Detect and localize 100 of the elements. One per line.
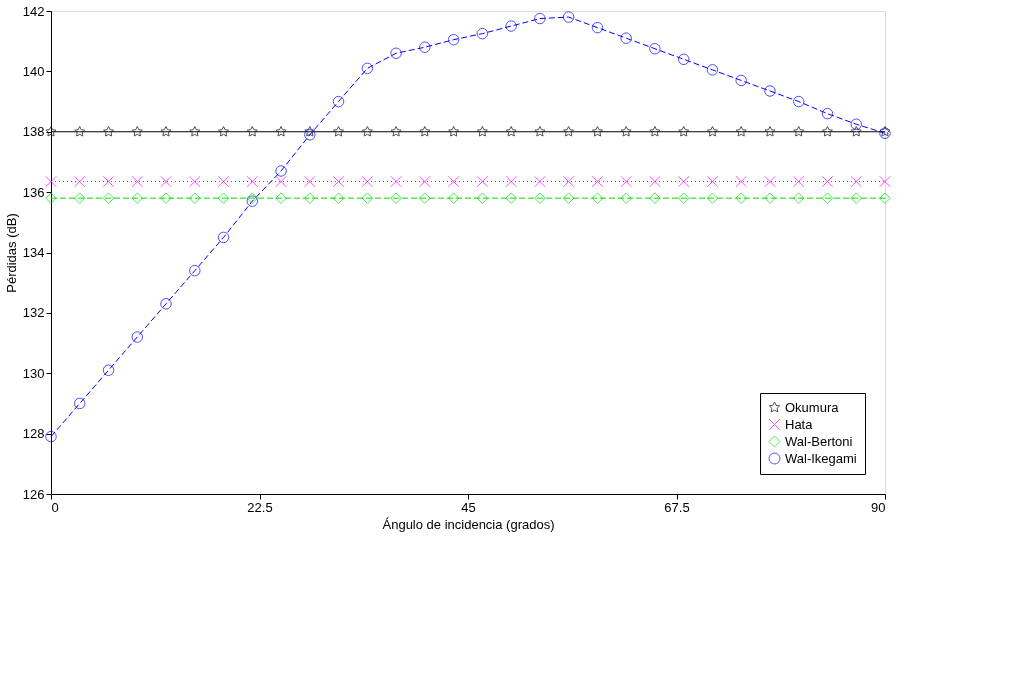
point	[218, 126, 230, 137]
y-tick-label: 136	[22, 184, 45, 200]
point	[447, 175, 460, 188]
point	[591, 175, 604, 188]
point	[419, 175, 431, 188]
point	[275, 192, 287, 204]
point	[764, 126, 776, 137]
y-tick-label: 126	[22, 486, 45, 502]
x-tick-label: 0	[51, 499, 59, 515]
point	[735, 126, 747, 137]
point	[390, 47, 402, 59]
point	[304, 129, 316, 141]
point	[706, 126, 718, 137]
point	[131, 126, 143, 137]
point	[677, 192, 690, 204]
point	[419, 192, 431, 204]
point	[160, 298, 172, 310]
point	[821, 192, 834, 204]
x-tick-label: 45	[461, 499, 476, 515]
point	[735, 74, 747, 87]
point	[448, 126, 460, 137]
point	[764, 85, 776, 97]
x-tick-label: 67.5	[664, 499, 690, 515]
point	[505, 175, 517, 188]
point	[217, 231, 230, 244]
point	[821, 126, 833, 137]
point	[102, 175, 115, 188]
legend-label: Wal-Bertoni	[785, 433, 853, 449]
point	[45, 126, 57, 137]
legend-label: Okumura	[785, 399, 840, 415]
point	[649, 126, 661, 137]
point	[160, 126, 172, 137]
point	[390, 126, 402, 137]
y-tick-label: 138	[22, 124, 45, 140]
point	[103, 126, 115, 137]
point	[562, 175, 575, 188]
point	[189, 264, 201, 277]
point	[476, 126, 488, 137]
point	[476, 27, 489, 40]
point	[74, 126, 86, 137]
point	[850, 192, 863, 204]
point	[361, 62, 374, 75]
point	[332, 95, 345, 108]
point	[419, 126, 431, 137]
point	[706, 192, 719, 204]
y-tick-label: 140	[22, 63, 45, 79]
point	[879, 175, 891, 188]
point	[275, 175, 287, 188]
point	[73, 175, 86, 188]
point	[677, 175, 690, 188]
point	[160, 192, 172, 204]
point	[304, 192, 316, 204]
point	[447, 33, 460, 46]
point	[361, 175, 374, 188]
point	[649, 43, 661, 55]
point	[793, 126, 805, 137]
point	[792, 95, 805, 108]
point	[534, 12, 546, 25]
point	[534, 192, 546, 204]
point	[764, 192, 776, 204]
point	[821, 107, 834, 120]
point	[189, 126, 201, 137]
point	[390, 192, 402, 204]
point	[275, 165, 287, 177]
point	[649, 192, 661, 204]
point	[591, 192, 604, 204]
point	[102, 192, 115, 204]
point	[792, 175, 805, 188]
point	[275, 126, 287, 137]
y-tick-label: 128	[22, 426, 45, 442]
point	[217, 192, 230, 204]
point	[246, 175, 259, 188]
point	[45, 430, 57, 443]
point	[735, 175, 747, 188]
point	[217, 175, 230, 188]
point	[505, 192, 517, 204]
point	[534, 175, 546, 188]
point	[45, 192, 57, 204]
point	[678, 126, 690, 137]
point	[879, 192, 891, 204]
point	[706, 175, 719, 188]
point	[361, 126, 373, 137]
point	[45, 175, 57, 188]
point	[620, 32, 632, 44]
y-tick-label: 130	[22, 365, 45, 381]
point	[419, 41, 431, 53]
point	[476, 192, 489, 204]
point	[333, 126, 345, 137]
point	[160, 175, 172, 188]
point	[620, 192, 632, 204]
point	[390, 175, 402, 188]
point	[304, 175, 316, 188]
y-tick-label: 134	[22, 245, 45, 260]
point	[792, 192, 805, 204]
point	[850, 126, 862, 137]
point	[361, 192, 374, 204]
point	[131, 331, 144, 343]
point	[476, 175, 489, 188]
x-axis-title: Ángulo de incidencia (grados)	[382, 516, 555, 532]
point	[563, 126, 575, 137]
